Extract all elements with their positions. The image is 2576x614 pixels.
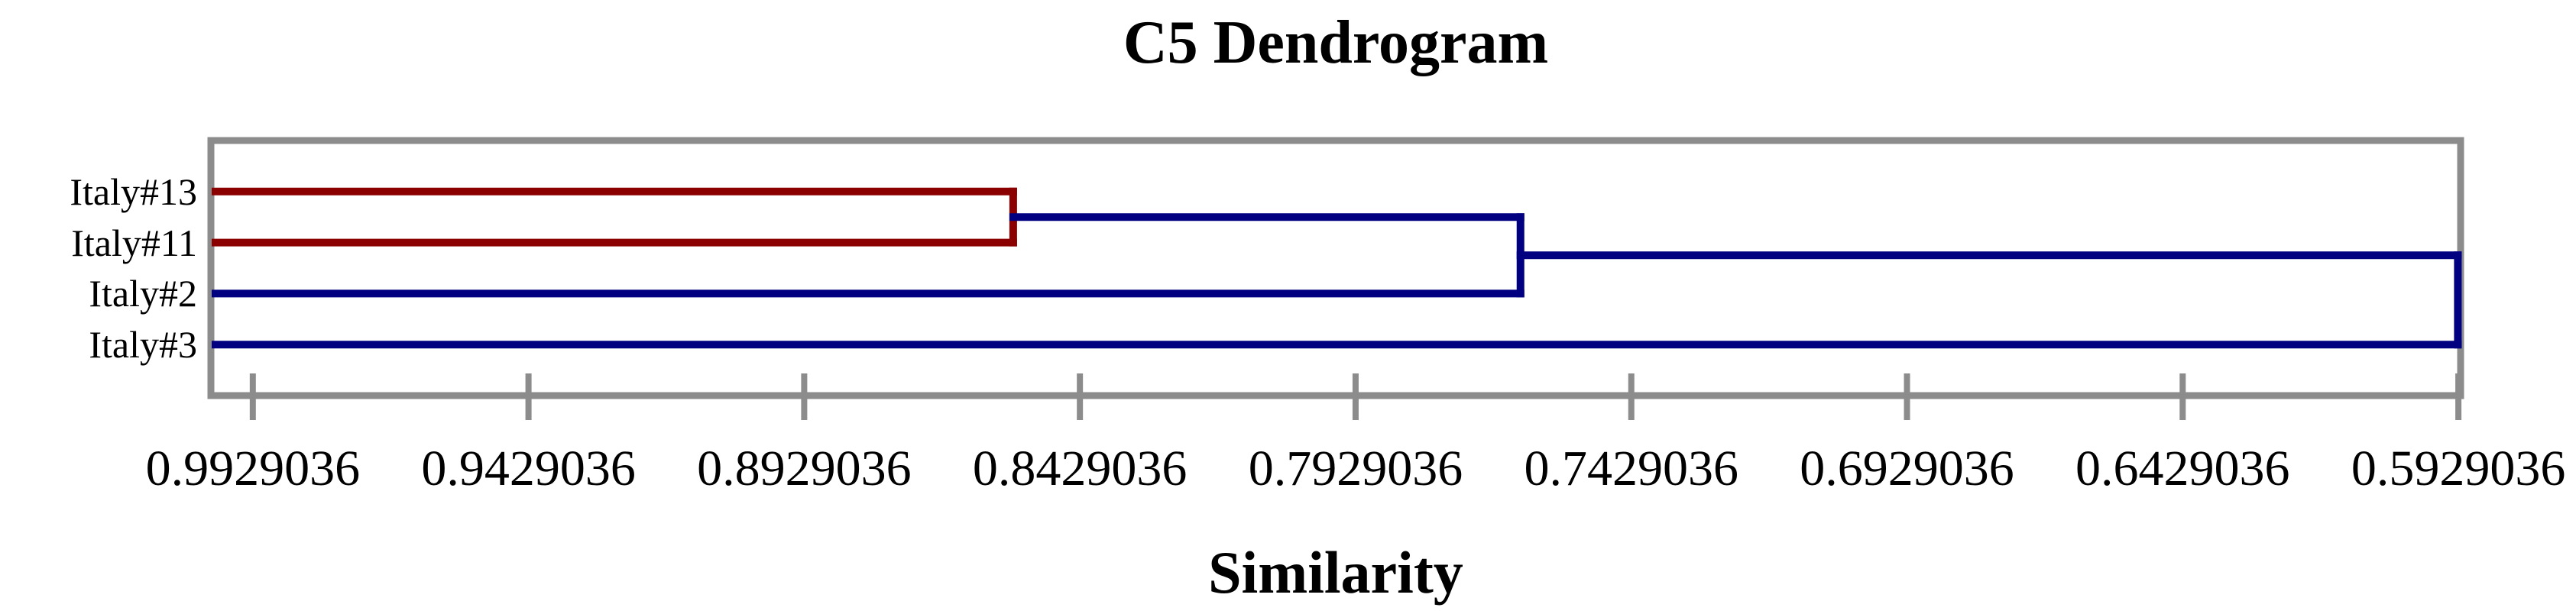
x-tick-label: 0.7429036 <box>1524 441 1738 496</box>
x-tick-label: 0.9929036 <box>145 441 361 496</box>
leaf-label: Italy#3 <box>89 323 197 367</box>
x-tick-label: 0.6429036 <box>2075 441 2290 496</box>
x-tick-label: 0.8929036 <box>697 441 912 496</box>
leaf-label: Italy#2 <box>89 272 197 315</box>
plot-frame <box>207 137 2464 399</box>
x-tick-label: 0.6929036 <box>1800 441 2014 496</box>
x-tick-label: 0.8429036 <box>972 441 1188 496</box>
leaf-label: Italy#13 <box>70 170 197 213</box>
x-axis-title: Similarity <box>1208 539 1463 606</box>
x-tick-label: 0.9429036 <box>421 441 636 496</box>
x-tick-label: 0.7929036 <box>1248 441 1463 496</box>
chart-title: C5 Dendrogram <box>1123 9 1549 76</box>
x-tick-label: 0.5929036 <box>2351 441 2566 496</box>
leaf-label: Italy#11 <box>71 221 197 264</box>
